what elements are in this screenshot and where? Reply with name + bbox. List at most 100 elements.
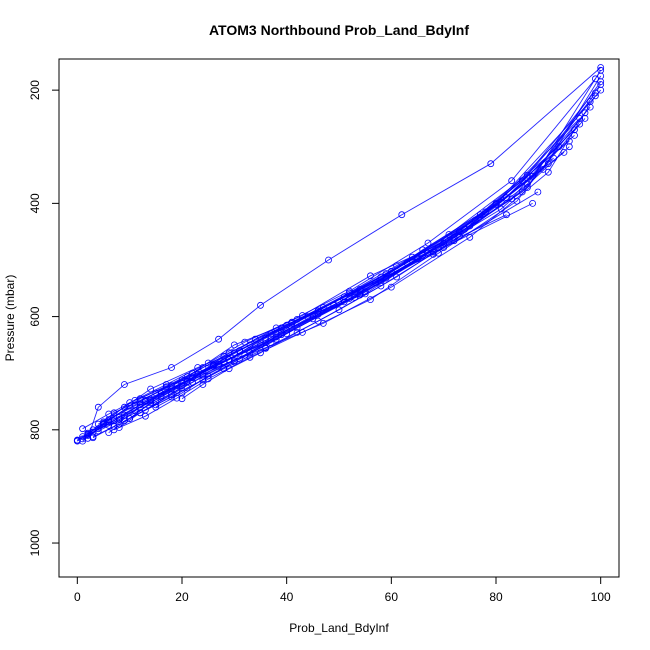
data-point <box>419 251 427 259</box>
data-point <box>592 75 599 83</box>
data-point <box>121 381 128 388</box>
data-point <box>183 384 191 392</box>
series-line <box>124 81 602 422</box>
data-point <box>79 425 86 433</box>
series-23 <box>84 154 557 439</box>
data-point <box>178 395 186 403</box>
data-point <box>597 86 605 94</box>
data-point <box>544 168 552 176</box>
data-point <box>257 301 264 309</box>
series-line <box>87 163 549 435</box>
data-point <box>529 172 536 180</box>
data-point <box>597 81 605 88</box>
data-point <box>73 437 81 445</box>
data-point <box>225 349 233 357</box>
x-tick-label: 80 <box>489 590 503 604</box>
data-point <box>283 330 291 338</box>
data-point <box>110 426 118 434</box>
data-point <box>571 126 578 134</box>
data-point <box>534 188 542 196</box>
y-axis: 200 400 600 800 1000 <box>28 80 60 556</box>
series-line <box>82 70 602 437</box>
data-point <box>325 256 332 264</box>
series-line <box>139 146 570 414</box>
series-line <box>87 157 554 436</box>
series-16 <box>84 131 578 437</box>
data-point <box>115 416 123 424</box>
series-26 <box>121 78 605 425</box>
data-point <box>393 273 401 281</box>
series-7 <box>94 86 605 428</box>
plot-frame <box>58 58 620 578</box>
series-25 <box>89 126 578 436</box>
data-point <box>565 143 573 151</box>
y-tick-label: 600 <box>28 306 42 326</box>
data-point <box>173 394 181 402</box>
y-axis-label: Pressure (mbar) <box>3 275 17 362</box>
chart-title: ATOM3 Northbound Prob_Land_BdyInf <box>209 22 469 38</box>
data-point <box>84 432 92 439</box>
series-line <box>113 112 586 431</box>
series-line <box>82 101 591 430</box>
data-point <box>225 356 233 364</box>
x-axis: 0 20 40 60 80 100 <box>74 576 611 604</box>
y-tick-label: 1000 <box>28 529 42 556</box>
data-point <box>168 393 175 401</box>
series-11 <box>100 72 605 426</box>
data-point <box>262 344 270 352</box>
plot-series <box>73 64 605 445</box>
data-point <box>398 211 406 219</box>
data-point <box>581 115 589 122</box>
data-point <box>450 237 458 245</box>
data-point <box>503 211 510 219</box>
series-2 <box>84 64 605 442</box>
data-point <box>366 272 374 280</box>
data-point <box>79 433 86 441</box>
data-point <box>89 428 97 436</box>
x-tick-label: 100 <box>591 590 611 604</box>
data-point <box>277 328 285 336</box>
data-point <box>199 381 207 388</box>
x-tick-label: 60 <box>385 590 399 604</box>
data-point <box>183 377 191 385</box>
x-axis-label: Prob_Land_BdyInf <box>289 621 389 635</box>
data-point <box>220 365 228 373</box>
series-line <box>87 67 601 439</box>
data-point <box>152 401 160 409</box>
data-point <box>314 317 322 325</box>
data-point <box>455 232 463 240</box>
data-point <box>508 177 516 185</box>
data-point <box>487 160 495 168</box>
data-point <box>581 109 589 117</box>
y-tick-label: 400 <box>28 193 42 213</box>
series-line <box>98 89 602 425</box>
data-point <box>94 403 102 411</box>
data-point <box>597 66 605 74</box>
data-point <box>597 78 605 85</box>
data-point <box>529 199 536 207</box>
series-1 <box>79 115 589 445</box>
data-point <box>121 417 128 425</box>
series-line <box>103 75 602 423</box>
series-21 <box>79 66 605 441</box>
data-point <box>366 296 374 304</box>
data-point <box>283 321 291 329</box>
y-tick-label: 800 <box>28 419 42 439</box>
data-point <box>524 180 531 188</box>
x-tick-label: 40 <box>280 590 294 604</box>
data-point <box>147 396 155 404</box>
data-point <box>571 131 578 139</box>
data-point <box>335 306 343 314</box>
data-point <box>262 334 270 342</box>
data-point <box>126 402 134 410</box>
y-tick-label: 200 <box>28 80 42 100</box>
data-point <box>141 412 149 420</box>
data-point <box>377 282 385 290</box>
data-point <box>183 373 191 381</box>
data-point <box>586 103 594 111</box>
data-point <box>346 295 353 302</box>
data-point <box>592 92 599 100</box>
data-point <box>293 328 301 336</box>
x-tick-label: 20 <box>175 590 189 604</box>
